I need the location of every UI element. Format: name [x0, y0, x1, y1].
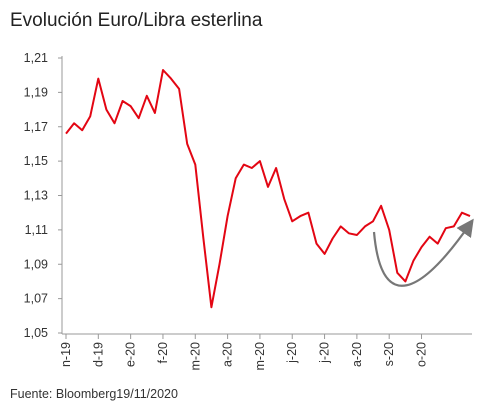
x-tick-label: a-20: [221, 342, 235, 367]
y-tick-label: 1,09: [24, 257, 48, 271]
x-tick-label: m-20: [253, 342, 267, 371]
x-tick-label: m-20: [188, 342, 202, 371]
x-tick-label: d-19: [91, 342, 105, 367]
x-tick-label: a-20: [350, 342, 364, 367]
chart-title: Evolución Euro/Libra esterlina: [10, 10, 263, 31]
source: Fuente: Bloomberg19/11/2020: [10, 387, 178, 401]
x-tick-label: e-20: [124, 342, 138, 367]
x-tick-label: n-19: [59, 342, 73, 367]
y-tick-label: 1,11: [25, 223, 48, 237]
y-tick-label: 1,07: [24, 292, 48, 306]
x-tick-label: o-20: [415, 342, 429, 367]
x-tick-label: j-20: [318, 342, 332, 364]
series-line: [65, 69, 471, 309]
y-tick-label: 1,15: [24, 154, 48, 168]
x-tick-label: j-20: [285, 342, 299, 364]
x-tick-label: s-20: [382, 342, 396, 366]
y-tick-label: 1,13: [24, 189, 48, 203]
y-tick-label: 1,05: [24, 326, 48, 340]
x-tick-label: f-20: [156, 342, 170, 364]
y-tick-label: 1,21: [24, 51, 48, 65]
y-tick-label: 1,17: [24, 120, 48, 134]
y-tick-label: 1,19: [24, 85, 48, 99]
trend-arrow: [372, 218, 474, 287]
